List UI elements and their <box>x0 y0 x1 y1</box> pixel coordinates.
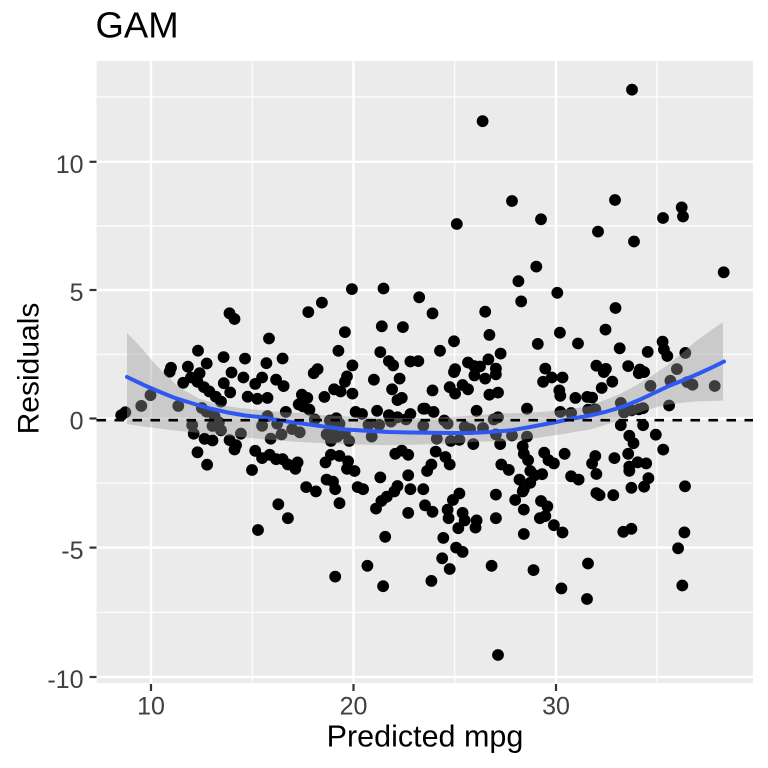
svg-text:GAM: GAM <box>96 5 179 46</box>
svg-text:10: 10 <box>137 693 165 721</box>
svg-text:Residuals: Residuals <box>13 303 46 435</box>
svg-text:5: 5 <box>70 279 84 307</box>
svg-text:-10: -10 <box>47 666 83 694</box>
svg-text:Predicted mpg: Predicted mpg <box>327 720 524 754</box>
svg-text:10: 10 <box>56 151 84 179</box>
svg-text:0: 0 <box>70 408 84 436</box>
svg-text:-5: -5 <box>61 537 83 565</box>
svg-text:30: 30 <box>542 693 570 721</box>
svg-text:20: 20 <box>340 693 368 721</box>
